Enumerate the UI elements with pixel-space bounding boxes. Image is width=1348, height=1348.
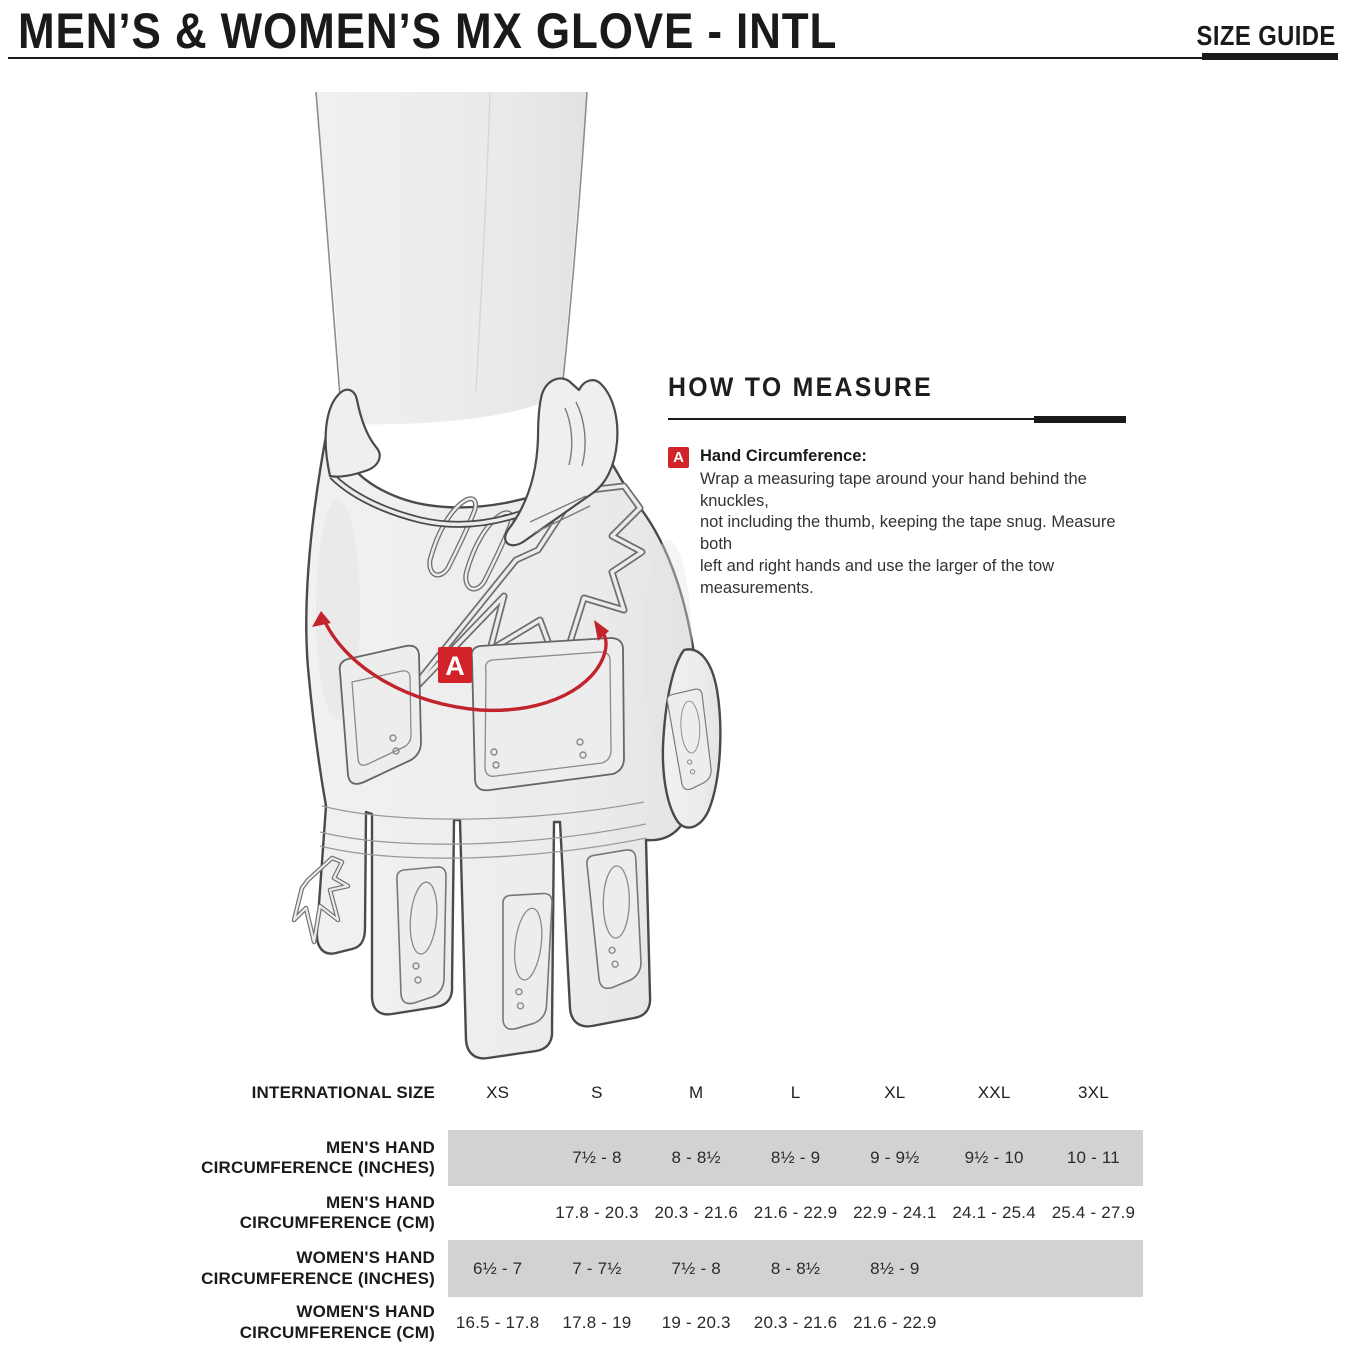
- glove-cuff: [324, 377, 619, 547]
- header-rule: [8, 57, 1338, 59]
- marker-a-chip: A: [668, 447, 689, 468]
- table-cell: 9½ - 10: [944, 1130, 1044, 1186]
- row-label: WOMEN'S HAND CIRCUMFERENCE (CM): [239, 1302, 435, 1342]
- finger-seams: [319, 801, 647, 859]
- instruction-line: left and right hands and use the larger …: [700, 556, 1055, 597]
- page-title: MEN’S & WOMEN’S MX GLOVE - INTL: [18, 3, 838, 59]
- middle-finger-pad: [497, 891, 554, 1032]
- table-cell: [448, 1186, 547, 1240]
- table-cell: 8½ - 9: [845, 1240, 945, 1297]
- how-to-measure-heading: HOW TO MEASURE: [668, 372, 933, 402]
- forearm: [315, 91, 588, 425]
- instruction-title: Hand Circumference:: [700, 447, 867, 465]
- table-cell: 7½ - 8: [547, 1130, 647, 1186]
- instruction-line: not including the thumb, keeping the tap…: [700, 513, 1116, 554]
- table-cell: [944, 1297, 1043, 1348]
- arc-arrowhead-right: [594, 620, 609, 641]
- table-cell: 8 - 8½: [745, 1240, 846, 1297]
- table-row-womens-cm: WOMEN'S HAND CIRCUMFERENCE (CM) 16.5 - 1…: [0, 1297, 1348, 1348]
- table-cell: 7½ - 8: [646, 1240, 746, 1297]
- glove-illustration: A: [291, 91, 722, 1060]
- column-header-l: L: [790, 1083, 801, 1102]
- how-to-measure-section: HOW TO MEASURE A Hand Circumference: Wra…: [668, 372, 1126, 599]
- column-header-m: M: [689, 1083, 704, 1102]
- marker-a-letter: A: [445, 651, 465, 681]
- measurement-arc: [312, 611, 609, 713]
- row-label: WOMEN'S HAND CIRCUMFERENCE (INCHES): [201, 1248, 435, 1288]
- marker-a-badge: A: [438, 647, 472, 683]
- table-cell: 17.8 - 20.3: [555, 1203, 639, 1222]
- table-header-row: INTERNATIONAL SIZE XS S M L XL XXL 3XL: [0, 1073, 1348, 1113]
- column-header-s: S: [591, 1083, 603, 1102]
- size-table: INTERNATIONAL SIZE XS S M L XL XXL 3XL M…: [0, 1073, 1348, 1348]
- ring-finger-pad: [396, 866, 447, 1005]
- table-cell: 21.6 - 22.9: [853, 1312, 937, 1332]
- table-cell: 8½ - 9: [745, 1130, 846, 1186]
- table-cell: 20.3 - 21.6: [753, 1312, 838, 1332]
- column-header-xs: XS: [486, 1083, 510, 1102]
- size-guide-label: SIZE GUIDE: [1196, 20, 1336, 51]
- table-row-mens-inches: MEN'S HAND CIRCUMFERENCE (INCHES) 7½ - 8…: [0, 1130, 1348, 1186]
- table-cell: 9 - 9½: [845, 1130, 945, 1186]
- table-cell: 6½ - 7: [448, 1240, 548, 1297]
- table-cell: 16.5 - 17.8: [455, 1312, 540, 1332]
- table-row-womens-inches: WOMEN'S HAND CIRCUMFERENCE (INCHES) 6½ -…: [0, 1240, 1348, 1297]
- row-label: MEN'S HAND CIRCUMFERENCE (INCHES): [201, 1137, 435, 1177]
- table-cell: 24.1 - 25.4: [952, 1203, 1036, 1222]
- instruction-line: Wrap a measuring tape around your hand b…: [700, 469, 1087, 510]
- section-rule: [668, 416, 1126, 423]
- knuckle-guards: [338, 637, 625, 792]
- row-label: MEN'S HAND CIRCUMFERENCE (CM): [239, 1192, 435, 1232]
- table-cell: [1043, 1240, 1144, 1297]
- measure-instruction: A Hand Circumference: Wrap a measuring t…: [668, 446, 1126, 599]
- table-header-label: INTERNATIONAL SIZE: [251, 1082, 435, 1102]
- table-cell: [1044, 1297, 1143, 1348]
- table-cell: 19 - 20.3: [661, 1312, 731, 1332]
- instruction-text: Hand Circumference: Wrap a measuring tap…: [700, 446, 1126, 599]
- table-row-mens-cm: MEN'S HAND CIRCUMFERENCE (CM) 17.8 - 20.…: [0, 1186, 1348, 1240]
- table-cell: 22.9 - 24.1: [853, 1203, 937, 1222]
- table-cell: 25.4 - 27.9: [1051, 1203, 1136, 1222]
- table-cell: 20.3 - 21.6: [654, 1203, 738, 1222]
- table-cell: 21.6 - 22.9: [753, 1203, 838, 1222]
- table-cell: 8 - 8½: [646, 1130, 746, 1186]
- header-rule-accent: [1202, 53, 1338, 60]
- table-cell: 7 - 7½: [547, 1240, 647, 1297]
- glove-diagram: A: [280, 90, 730, 1065]
- table-cell: 10 - 11: [1043, 1130, 1144, 1186]
- pinky-star: [291, 855, 351, 945]
- column-header-xxl: XXL: [977, 1083, 1011, 1102]
- table-cell: 17.8 - 19: [562, 1312, 632, 1332]
- arc-arrowhead-left: [312, 611, 331, 627]
- table-cell: [944, 1240, 1044, 1297]
- table-cell: [448, 1130, 548, 1186]
- thumb: [661, 648, 722, 829]
- column-header-xl: XL: [884, 1083, 906, 1102]
- column-header-3xl: 3XL: [1078, 1083, 1109, 1102]
